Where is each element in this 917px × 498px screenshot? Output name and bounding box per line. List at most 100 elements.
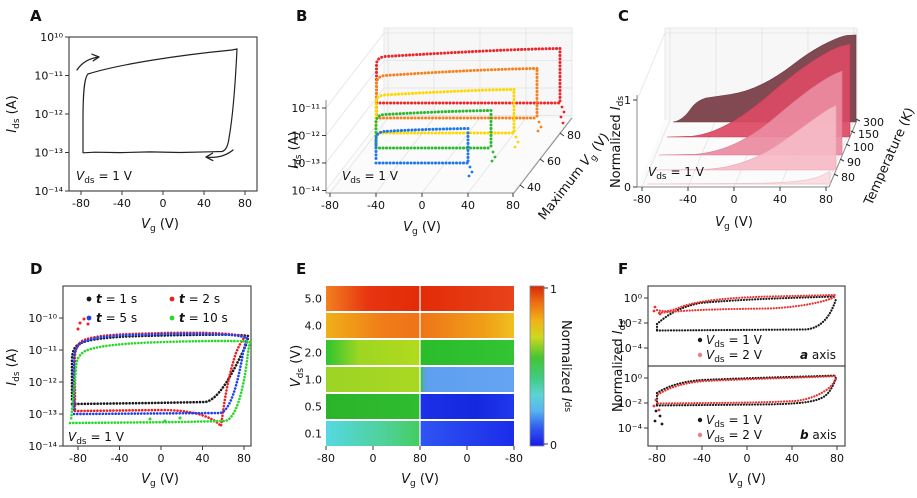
tick-label: 1 [624,94,631,107]
row-1.0-reverse [420,367,514,392]
tick-label: -80 [321,199,339,212]
panel-b-y-axis-label: Ids (A) [287,131,304,168]
panel-b-loops [374,47,566,178]
panel-e-row-labels: 5.0 4.0 2.0 1.0 0.5 0.1 [305,293,323,441]
panel-c-tag: C [618,7,629,25]
surface-80K [646,170,831,185]
tick-label: 150 [858,128,879,141]
tick-label: 10⁻² [618,397,642,410]
loop-t-2s [73,331,248,429]
tick-label: 80 [830,452,844,465]
a-axis-vds2-loop [655,293,838,315]
tick-label: 80 [413,452,427,465]
panel-f-top-legend: Vds = 1 V Vds = 2 V a axis [697,333,836,365]
tick-label: 10⁻¹² [34,108,63,121]
legend-dot-vds2 [697,352,703,358]
row-4.0-reverse [420,313,514,338]
heatmap-rows [326,286,514,446]
surface-90K [652,105,837,171]
row-0.1-forward [326,421,420,446]
tick-label: 60 [547,155,561,168]
tick-label: 10⁰ [624,292,643,305]
b-axis-label: b axis [800,428,836,442]
panel-d-plot-frame [62,285,252,447]
panel-c-x-axis-label: Vg (V) [715,215,753,232]
panel-e-tag: E [296,260,306,278]
panel-b-y-ticks: 10⁻¹¹ 10⁻¹² 10⁻¹³ 10⁻¹⁴ [291,102,326,198]
panel-b-x-axis-label: Vg (V) [403,220,441,237]
panel-b-tag: B [296,7,307,25]
tick-label: 10¹⁰ [40,31,63,44]
tick-label: 10⁻⁴ [618,422,643,435]
sweep-direction-arrows [76,53,234,162]
panel-b-3d-box [325,27,573,194]
legend-dot-t2s [169,296,175,302]
row-1.0-forward [326,367,420,392]
panel-a: A 10¹⁰ 10⁻¹¹ 10⁻¹² 10⁻¹³ 10⁻¹⁴ -80 -40 0… [5,7,258,234]
colorbar-label: Normalized Ids [558,320,573,412]
tick-label: -80 [317,452,335,465]
panel-d-vds-annotation: Vds = 1 V [68,430,125,447]
tick-label: 10⁻¹³ [34,147,63,160]
tick-label: 0 [160,197,167,210]
panel-f-bottom-curves [652,374,839,426]
tick-label: 10⁻¹¹ [28,344,57,357]
tick-label: 80 [237,452,251,465]
panel-a-x-ticks: -80 -40 0 40 80 [72,191,252,210]
panel-c-z-ticks: 80 90 100 150 300 [833,116,884,184]
row-label: 2.0 [305,347,323,360]
tick-label: 10⁻¹² [28,376,57,389]
panel-a-tag: A [30,7,42,25]
row-label: 1.0 [305,374,323,387]
panel-f-y-ticks-top: 10⁰ 10⁻² 10⁻⁴ [618,292,648,355]
panel-d-legend: t = 1 s t = 2 s t = 5 s t = 10 s [86,292,228,325]
loop-maxvg-80 [375,47,562,105]
loop-t-10s [68,339,252,425]
panel-f-y-axis-label: Normalized Ids [611,320,628,412]
tick-label: -80 [633,193,651,206]
panel-d-tag: D [30,260,42,278]
b-axis-vds1-loop [655,374,838,407]
tick-label: 80 [819,193,833,206]
panel-b-x-ticks: -80 -40 0 40 80 [321,193,520,212]
tick-label: 80 [841,171,855,184]
tick-label: 100 [853,141,874,154]
panel-c-y-ticks: 1 0 [624,94,637,194]
tick-label: 10⁻¹⁴ [34,185,63,198]
loop-maxvg-70 [375,67,539,120]
panel-a-vds-annotation: Vds = 1 V [76,169,133,186]
tick-label: -80 [69,452,87,465]
panel-b-z-ticks: 40 60 80 [519,129,581,194]
a-axis-vds1-loop [655,295,838,332]
panel-d-x-ticks: -80 -40 0 40 80 [69,446,251,465]
tick-label: 80 [506,199,520,212]
legend-label-t5s: t = 5 s [96,311,137,325]
row-0.5-forward [326,394,420,419]
panel-e-x-ticks: -80 0 80 0 -80 [317,446,523,465]
tick-label: 40 [196,452,210,465]
colorbar-min-label: 0 [550,439,557,452]
tick-label: -80 [648,452,666,465]
panel-d-y-axis-label: Ids (A) [5,348,22,385]
panel-a-y-axis-label: Ids (A) [5,95,22,132]
tick-label: -40 [367,199,385,212]
b-axis-vds2-loop [656,374,839,405]
row-0.1-reverse [420,421,514,446]
tick-label: 300 [863,116,884,129]
row-5.0-forward [326,286,420,311]
tick-label: 10⁻¹³ [291,157,320,170]
loop-t-1s [70,333,250,406]
tick-label: 10⁰ [624,372,643,385]
tick-label: -40 [693,452,711,465]
panel-c-vds-annotation: Vds = 1 V [648,165,705,182]
legend-label-t10s: t = 10 s [179,311,228,325]
tick-label: 10⁻¹¹ [291,102,320,115]
tick-label: -40 [679,193,697,206]
legend-dot-vds1 [697,417,703,423]
legend-label-vds2: Vds = 2 V [706,428,763,445]
a-axis-label: a axis [800,348,836,362]
panel-b-vds-annotation: Vds = 1 V [342,169,399,186]
tick-label: 0 [624,181,631,194]
panel-b: B 10⁻¹¹ 10⁻¹² 10⁻¹³ 10⁻¹⁴ -80 - [287,7,611,237]
